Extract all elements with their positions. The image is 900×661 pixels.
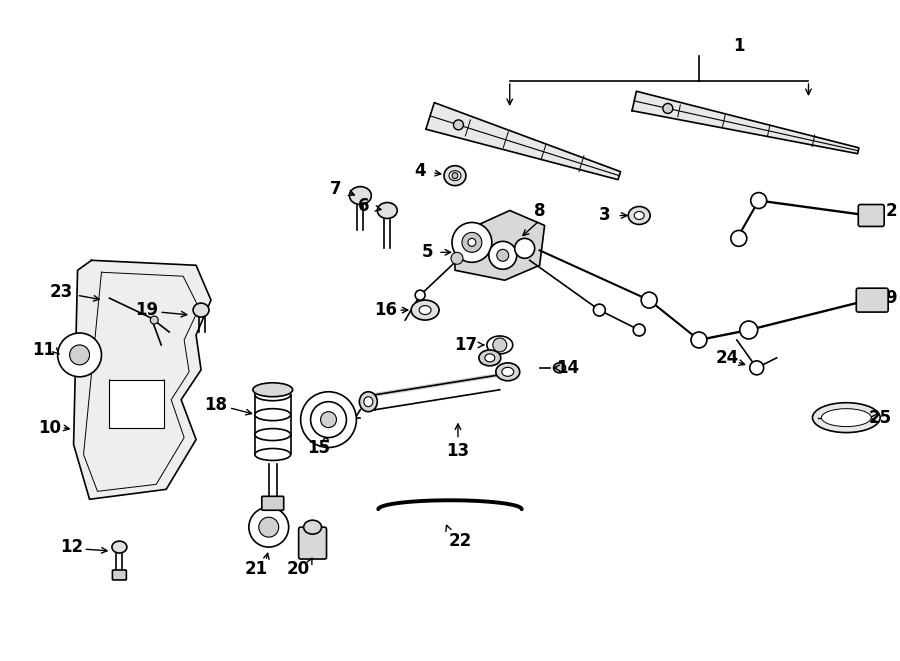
Ellipse shape bbox=[487, 336, 513, 354]
Text: 11: 11 bbox=[32, 341, 55, 359]
Text: 16: 16 bbox=[374, 301, 397, 319]
Ellipse shape bbox=[364, 397, 373, 407]
Circle shape bbox=[593, 304, 606, 316]
Bar bbox=[110, 380, 164, 428]
Polygon shape bbox=[426, 102, 620, 180]
Circle shape bbox=[497, 249, 508, 261]
Ellipse shape bbox=[479, 350, 500, 366]
Ellipse shape bbox=[349, 186, 372, 204]
Ellipse shape bbox=[411, 300, 439, 320]
Circle shape bbox=[731, 231, 747, 247]
Circle shape bbox=[452, 173, 458, 178]
Circle shape bbox=[415, 290, 425, 300]
Text: 22: 22 bbox=[448, 532, 472, 550]
Circle shape bbox=[454, 120, 464, 130]
FancyBboxPatch shape bbox=[299, 527, 327, 559]
FancyBboxPatch shape bbox=[112, 570, 126, 580]
Ellipse shape bbox=[255, 449, 291, 461]
Polygon shape bbox=[632, 91, 859, 153]
Polygon shape bbox=[74, 260, 211, 499]
Ellipse shape bbox=[255, 389, 291, 401]
Text: 18: 18 bbox=[204, 396, 228, 414]
Ellipse shape bbox=[628, 206, 650, 225]
Text: 6: 6 bbox=[357, 196, 369, 215]
Ellipse shape bbox=[359, 392, 377, 412]
Circle shape bbox=[634, 324, 645, 336]
Ellipse shape bbox=[449, 171, 461, 180]
Circle shape bbox=[451, 253, 463, 264]
Ellipse shape bbox=[377, 202, 397, 219]
Ellipse shape bbox=[485, 354, 495, 362]
Circle shape bbox=[320, 412, 337, 428]
FancyBboxPatch shape bbox=[856, 288, 888, 312]
Ellipse shape bbox=[554, 363, 565, 373]
Text: 17: 17 bbox=[454, 336, 478, 354]
Circle shape bbox=[691, 332, 707, 348]
Ellipse shape bbox=[634, 212, 644, 219]
Text: 9: 9 bbox=[886, 289, 897, 307]
Ellipse shape bbox=[112, 541, 127, 553]
Circle shape bbox=[663, 104, 673, 114]
Circle shape bbox=[150, 316, 158, 324]
Text: 1: 1 bbox=[733, 37, 744, 56]
Ellipse shape bbox=[255, 428, 291, 440]
Text: 5: 5 bbox=[421, 243, 433, 261]
Circle shape bbox=[750, 361, 764, 375]
Circle shape bbox=[493, 338, 507, 352]
Circle shape bbox=[468, 239, 476, 247]
Circle shape bbox=[452, 223, 491, 262]
Text: 15: 15 bbox=[307, 438, 330, 457]
Circle shape bbox=[310, 402, 346, 438]
Circle shape bbox=[259, 517, 279, 537]
Circle shape bbox=[462, 233, 482, 253]
Circle shape bbox=[248, 507, 289, 547]
Ellipse shape bbox=[496, 363, 519, 381]
Ellipse shape bbox=[822, 408, 871, 426]
Text: 10: 10 bbox=[38, 418, 61, 436]
Circle shape bbox=[751, 192, 767, 208]
FancyBboxPatch shape bbox=[262, 496, 284, 510]
Circle shape bbox=[740, 321, 758, 339]
Polygon shape bbox=[455, 210, 544, 280]
Ellipse shape bbox=[419, 305, 431, 315]
Ellipse shape bbox=[194, 303, 209, 317]
Text: 23: 23 bbox=[50, 283, 73, 301]
Circle shape bbox=[69, 345, 89, 365]
Text: 25: 25 bbox=[868, 408, 892, 426]
Text: 20: 20 bbox=[287, 560, 310, 578]
Text: 14: 14 bbox=[556, 359, 579, 377]
Text: 4: 4 bbox=[414, 162, 426, 180]
Text: 12: 12 bbox=[60, 538, 83, 556]
Text: 13: 13 bbox=[446, 442, 470, 461]
Circle shape bbox=[301, 392, 356, 447]
Circle shape bbox=[489, 241, 517, 269]
Ellipse shape bbox=[253, 383, 292, 397]
Circle shape bbox=[641, 292, 657, 308]
Text: 21: 21 bbox=[244, 560, 267, 578]
Text: 2: 2 bbox=[886, 202, 897, 219]
Ellipse shape bbox=[303, 520, 321, 534]
Text: 3: 3 bbox=[598, 206, 610, 225]
Text: 7: 7 bbox=[329, 180, 341, 198]
Ellipse shape bbox=[813, 403, 880, 432]
Ellipse shape bbox=[444, 166, 466, 186]
Text: 8: 8 bbox=[534, 202, 545, 219]
Circle shape bbox=[515, 239, 535, 258]
Circle shape bbox=[58, 333, 102, 377]
Ellipse shape bbox=[255, 408, 291, 420]
FancyBboxPatch shape bbox=[859, 204, 884, 227]
Ellipse shape bbox=[502, 368, 514, 376]
Text: 24: 24 bbox=[716, 349, 739, 367]
Text: 19: 19 bbox=[135, 301, 158, 319]
